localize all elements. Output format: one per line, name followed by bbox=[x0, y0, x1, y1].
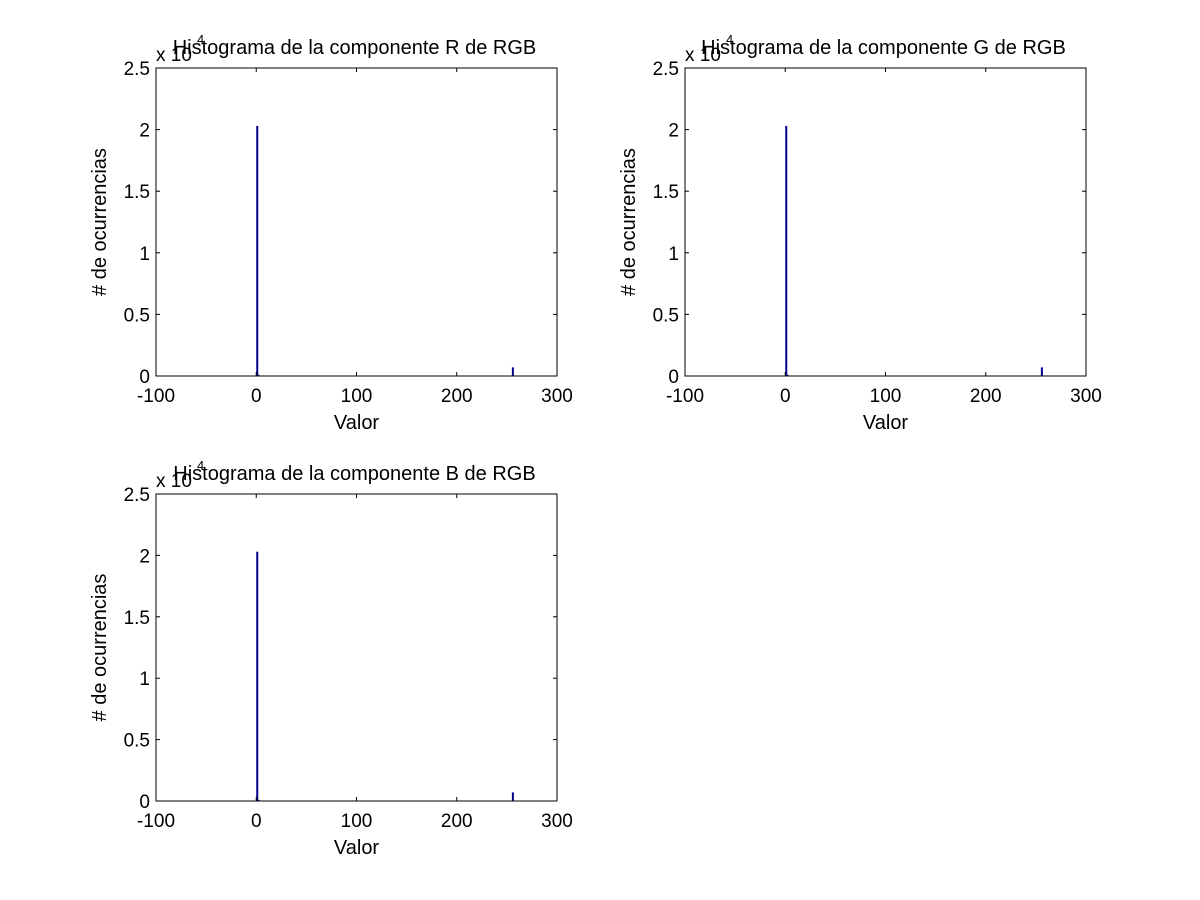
histogram-bar bbox=[511, 792, 514, 801]
y-tick-label: 0.5 bbox=[124, 305, 150, 326]
y-multiplier: x 10 bbox=[156, 45, 192, 66]
y-tick-label: 1.5 bbox=[124, 608, 150, 629]
y-tick-label: 0.5 bbox=[124, 731, 150, 752]
chart-title: Histograma de la componente G de RGB bbox=[701, 37, 1066, 59]
y-tick-label: 2 bbox=[139, 546, 150, 567]
x-axis-label: Valor bbox=[334, 412, 380, 434]
y-axis-label: # de ocurrencias bbox=[89, 574, 111, 722]
y-tick-label: 2 bbox=[668, 121, 679, 142]
histogram-bar bbox=[1040, 367, 1043, 376]
histogram-bar bbox=[785, 125, 788, 377]
histogram-bar bbox=[257, 799, 260, 801]
y-tick-label: 0 bbox=[668, 367, 679, 388]
x-tick-label: 200 bbox=[441, 811, 473, 832]
x-tick-label: 100 bbox=[341, 386, 373, 407]
histogram-bar bbox=[511, 367, 514, 376]
y-tick-label: 0.5 bbox=[653, 305, 679, 326]
histogram-bar bbox=[256, 125, 259, 377]
x-tick-label: 0 bbox=[251, 386, 262, 407]
chart-title: Histograma de la componente R de RGB bbox=[173, 37, 537, 59]
histogram-bar bbox=[257, 374, 260, 376]
x-tick-label: 200 bbox=[441, 386, 473, 407]
x-tick-label: 100 bbox=[341, 811, 373, 832]
y-tick-label: 1 bbox=[139, 669, 150, 690]
x-axis-label: Valor bbox=[863, 412, 909, 434]
y-tick-label: 0 bbox=[139, 792, 150, 813]
histogram-bar bbox=[256, 551, 259, 801]
x-tick-label: 0 bbox=[251, 811, 262, 832]
x-axis-label: Valor bbox=[334, 837, 380, 859]
y-tick-label: 1.5 bbox=[124, 182, 150, 203]
histogram-bar bbox=[786, 374, 789, 376]
axes-frame bbox=[684, 67, 1087, 377]
axes-frame bbox=[155, 493, 558, 802]
y-tick-label: 1 bbox=[668, 244, 679, 265]
y-exponent: 4 bbox=[197, 32, 204, 47]
y-multiplier: x 10 bbox=[685, 45, 721, 66]
y-axis-label: # de ocurrencias bbox=[618, 148, 640, 296]
chart-title: Histograma de la componente B de RGB bbox=[173, 463, 535, 485]
y-tick-label: 2.5 bbox=[124, 59, 150, 80]
x-tick-label: 100 bbox=[870, 386, 902, 407]
y-exponent: 4 bbox=[726, 32, 733, 47]
y-tick-label: 1 bbox=[139, 244, 150, 265]
y-tick-label: 0 bbox=[139, 367, 150, 388]
x-tick-label: 0 bbox=[780, 386, 791, 407]
y-tick-label: 2.5 bbox=[124, 485, 150, 506]
x-tick-label: 300 bbox=[541, 811, 573, 832]
y-tick-label: 2 bbox=[139, 121, 150, 142]
x-tick-label: -100 bbox=[666, 386, 704, 407]
x-tick-label: -100 bbox=[137, 386, 175, 407]
axes-frame bbox=[155, 67, 558, 377]
x-tick-label: 200 bbox=[970, 386, 1002, 407]
y-tick-label: 2.5 bbox=[653, 59, 679, 80]
x-tick-label: -100 bbox=[137, 811, 175, 832]
y-exponent: 4 bbox=[197, 458, 204, 473]
y-multiplier: x 10 bbox=[156, 471, 192, 492]
y-axis-label: # de ocurrencias bbox=[89, 148, 111, 296]
x-tick-label: 300 bbox=[541, 386, 573, 407]
y-tick-label: 1.5 bbox=[653, 182, 679, 203]
x-tick-label: 300 bbox=[1070, 386, 1102, 407]
